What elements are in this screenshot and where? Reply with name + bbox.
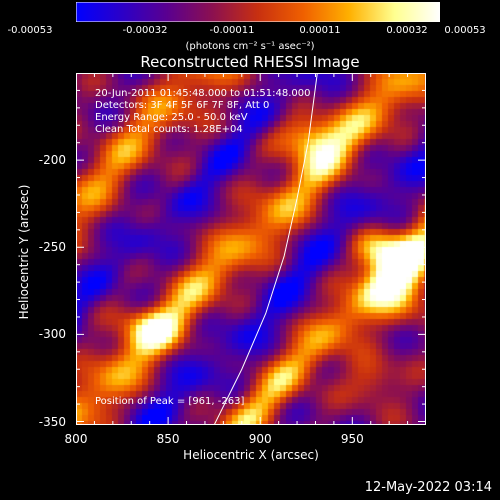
info-time: 20-Jun-2011 01:45:48.000 to 01:51:48.000 [95, 88, 311, 99]
colorbar-tick-labels: -0.00053 -0.00032 -0.00011 0.00011 0.00032 0.… [0, 25, 500, 39]
y-tick-label: -350 [38, 414, 66, 429]
footer-date: 12-May-2022 03:14 [364, 480, 492, 495]
plot-frame [76, 73, 426, 425]
x-tick-label: 850 [156, 432, 180, 446]
y-axis-title: Heliocentric Y (arcsec) [17, 184, 31, 320]
y-tick-label: -300 [38, 327, 66, 342]
solar-limb-line [213, 73, 318, 425]
colorbar-tick-label: 0.00053 [444, 25, 486, 36]
info-clean: Clean Total counts: 1.28E+04 [95, 124, 243, 135]
colorbar-tick-label: -0.00053 [7, 25, 53, 36]
x-tick-label: 800 [64, 432, 88, 446]
info-detectors: Detectors: 3F 4F 5F 6F 7F 8F, Att 0 [95, 100, 270, 111]
x-axis-title: Heliocentric X (arcsec) [183, 448, 319, 462]
plot-overlay [76, 73, 426, 425]
colorbar [76, 2, 440, 22]
x-tick-label: 900 [248, 432, 272, 446]
colorbar-units: (photons cm⁻² s⁻¹ asec⁻²) [185, 41, 315, 52]
heatmap-image [76, 73, 426, 425]
x-tick-label: 950 [340, 432, 364, 446]
peak-position-label: Position of Peak = [961, -263] [95, 396, 245, 407]
info-energy: Energy Range: 25.0 - 50.0 keV [95, 112, 248, 123]
colorbar-tick-label: 0.00011 [299, 25, 341, 36]
y-tick-label: -250 [38, 240, 66, 255]
y-tick-label: -200 [38, 153, 66, 168]
colorbar-tick-label: -0.00011 [209, 25, 255, 36]
plot-title: Reconstructed RHESSI Image [140, 53, 360, 71]
colorbar-tick-label: -0.00032 [122, 25, 168, 36]
colorbar-tick-label: 0.00032 [386, 25, 428, 36]
